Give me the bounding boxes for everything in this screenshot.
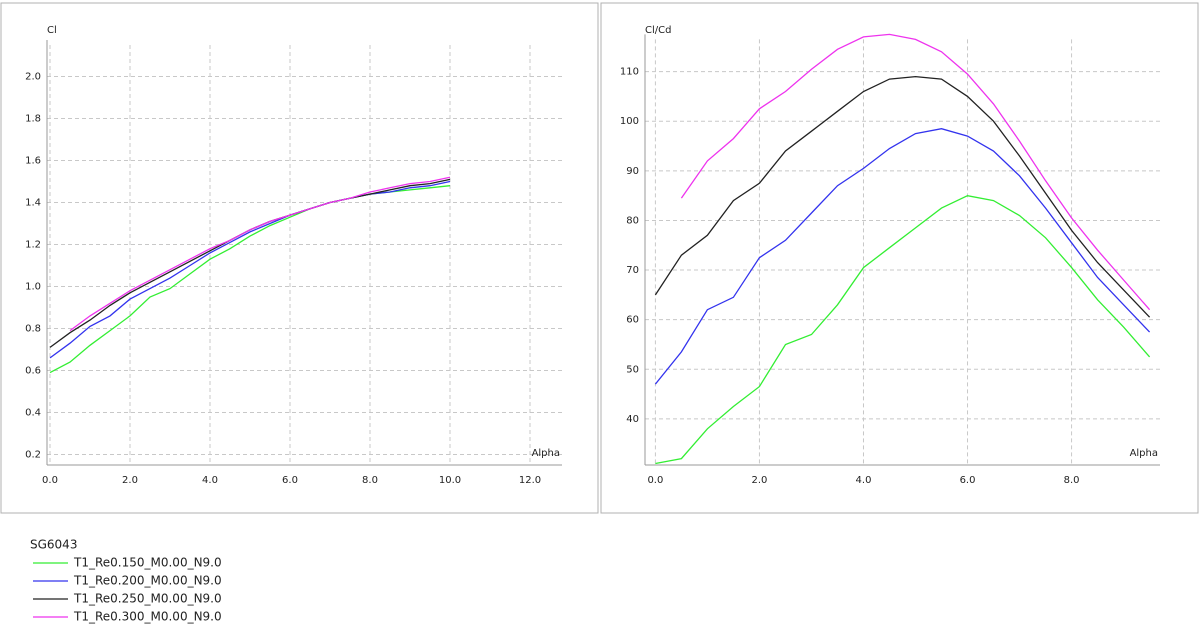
y-tick-label: 0.8: [25, 324, 41, 335]
y-tick-label: 90: [626, 166, 639, 177]
x-tick-label: 12.0: [519, 475, 541, 486]
y-tick-label: 70: [626, 265, 639, 276]
y-tick-label: 80: [626, 215, 639, 226]
x-axis-title: Alpha: [1130, 448, 1158, 459]
left-panel: [0, 2, 599, 514]
series-line: [49, 180, 451, 359]
legend-entry: T1_Re0.300_M0.00_N9.0: [73, 610, 222, 624]
x-tick-label: 2.0: [122, 475, 138, 486]
x-tick-label: 8.0: [1064, 475, 1080, 486]
y-tick-label: 1.2: [25, 240, 41, 251]
y-axis-title: Cl/Cd: [645, 25, 671, 36]
y-tick-label: 40: [626, 414, 639, 425]
series-line: [654, 128, 1151, 385]
y-tick-label: 60: [626, 315, 639, 326]
y-tick-label: 0.2: [25, 450, 41, 461]
x-tick-label: 6.0: [282, 475, 298, 486]
series-line: [680, 33, 1151, 311]
series-line: [654, 75, 1151, 318]
x-tick-label: 0.0: [647, 475, 663, 486]
x-tick-label: 8.0: [362, 475, 378, 486]
x-tick-label: 2.0: [751, 475, 767, 486]
y-tick-label: 1.6: [25, 156, 41, 167]
legend-entry: T1_Re0.150_M0.00_N9.0: [73, 556, 222, 570]
y-tick-label: 1.4: [25, 198, 41, 209]
y-tick-label: 2.0: [25, 72, 41, 83]
x-tick-label: 4.0: [856, 475, 872, 486]
x-tick-label: 6.0: [960, 475, 976, 486]
legend-entry: T1_Re0.250_M0.00_N9.0: [73, 592, 222, 606]
y-tick-label: 1.0: [25, 282, 41, 293]
y-axis-title: Cl: [47, 25, 57, 36]
y-tick-label: 1.8: [25, 114, 41, 125]
y-tick-label: 0.6: [25, 366, 41, 377]
y-tick-label: 100: [620, 116, 639, 127]
series-line: [69, 176, 451, 332]
legend-title: SG6043: [30, 538, 77, 552]
y-tick-label: 110: [620, 67, 639, 78]
legend-entry: T1_Re0.200_M0.00_N9.0: [73, 574, 222, 588]
series-line: [655, 195, 1151, 465]
y-tick-label: 50: [626, 364, 639, 375]
right-panel: [600, 2, 1199, 514]
y-tick-label: 0.4: [25, 408, 41, 419]
x-tick-label: 4.0: [202, 475, 218, 486]
x-axis-title: Alpha: [532, 448, 560, 459]
x-tick-label: 10.0: [439, 475, 461, 486]
x-tick-label: 0.0: [42, 475, 58, 486]
